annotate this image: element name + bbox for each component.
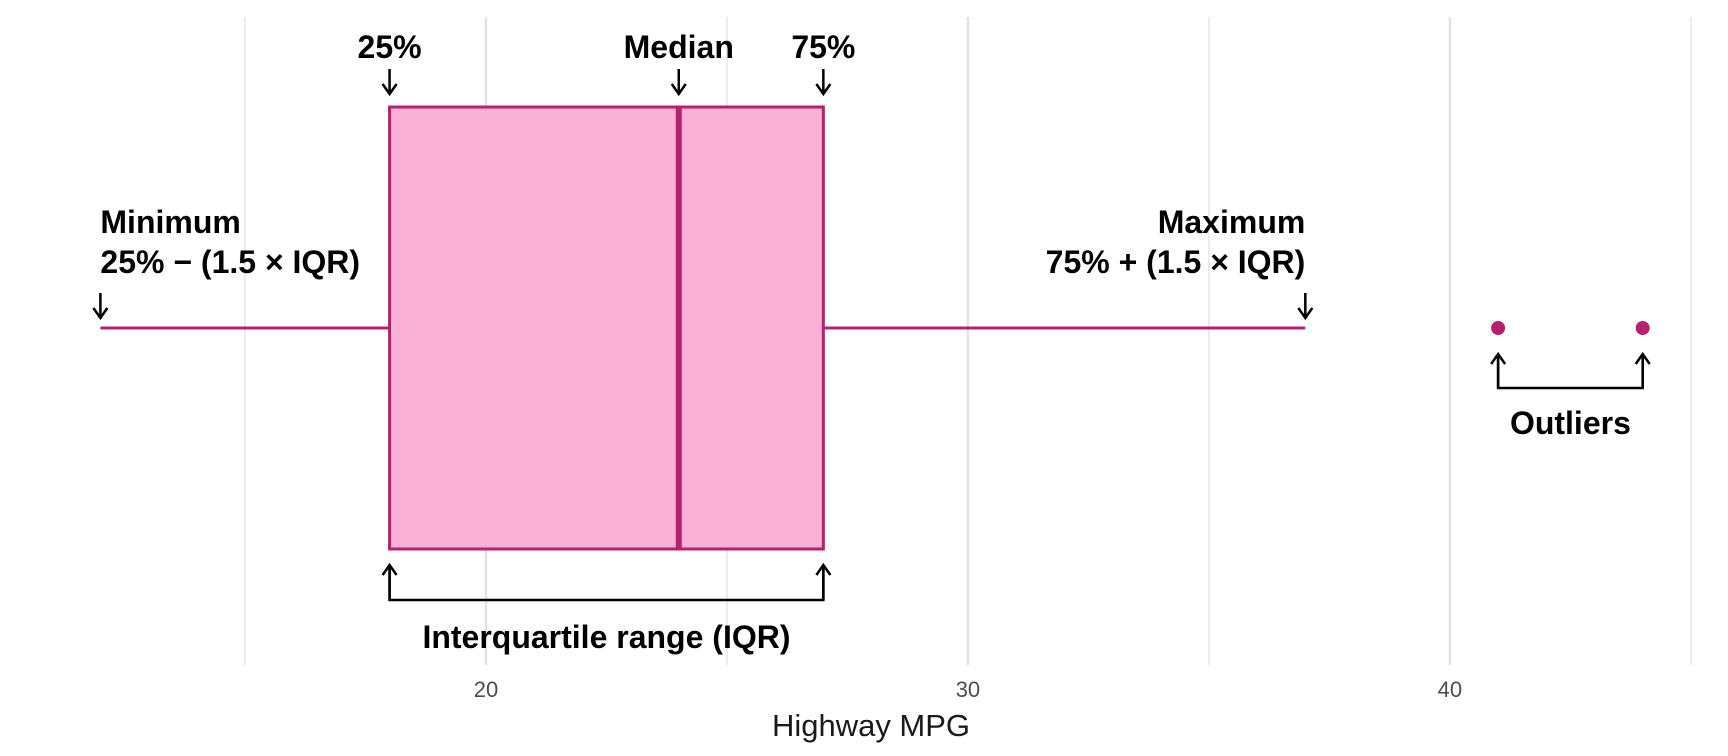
annotation: Interquartile range (IQR) [422, 619, 790, 655]
arrow [1634, 351, 1651, 388]
annotation: Minimum [100, 204, 240, 240]
x-tick-label: 30 [956, 677, 980, 702]
box [388, 105, 825, 551]
arrow [381, 69, 398, 97]
arrow [1490, 351, 1507, 388]
arrow [815, 69, 832, 97]
x-tick-label: 20 [474, 677, 498, 702]
annotation: 75% [791, 29, 855, 65]
annotation: Median [624, 29, 734, 65]
annotation: Maximum [1158, 204, 1306, 240]
outlier [1635, 321, 1650, 335]
x-axis-title: Highway MPG [772, 708, 970, 743]
arrow [381, 562, 398, 600]
arrow [670, 69, 687, 97]
annotation: 25% − (1.5 × IQR) [100, 244, 360, 280]
arrow [1297, 293, 1314, 321]
bracket [388, 565, 825, 602]
arrow [815, 562, 832, 600]
annotation: 75% + (1.5 × IQR) [1046, 244, 1306, 280]
outlier [1491, 321, 1506, 335]
annotation: Outliers [1510, 405, 1631, 441]
bracket [1496, 354, 1644, 390]
annotation: 25% [358, 29, 422, 65]
x-tick-label: 40 [1438, 677, 1462, 702]
arrow [92, 293, 109, 321]
